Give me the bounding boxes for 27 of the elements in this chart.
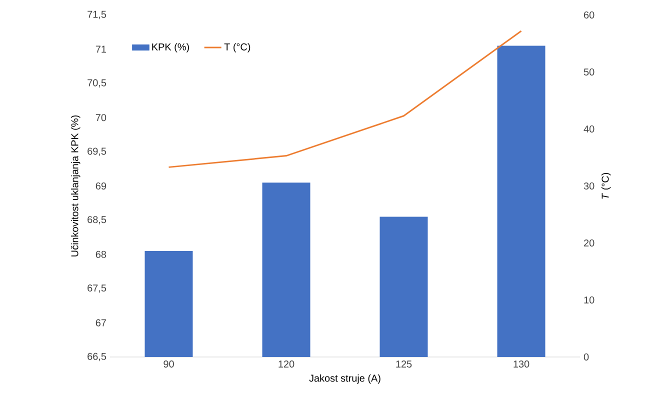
y-tick-label: 66,5 bbox=[88, 352, 106, 362]
y-tick-label: 68 bbox=[96, 250, 106, 258]
y2-tick-label: 50 bbox=[584, 68, 594, 76]
y-tick-label: 69,5 bbox=[88, 148, 106, 156]
y-tick-label: 67,5 bbox=[88, 284, 106, 293]
x-tick-label: 130 bbox=[514, 360, 530, 368]
y2-tick-label: 40 bbox=[584, 125, 594, 133]
y-tick-label: 68,5 bbox=[88, 216, 106, 224]
y-tick-label: 71,5 bbox=[88, 10, 106, 20]
x-tick-label: 125 bbox=[396, 360, 412, 368]
y-axis-title: Učinkovitost uklanjanja KPK (%) bbox=[70, 115, 80, 256]
y2-tick-label: 10 bbox=[584, 296, 594, 304]
y-tick-label: 70,5 bbox=[88, 79, 106, 88]
y2-tick-label: 60 bbox=[584, 11, 594, 19]
y-tick-label: 71 bbox=[96, 46, 106, 53]
legend-label: KPK (%) bbox=[152, 43, 189, 52]
y-tick-label: 70 bbox=[96, 114, 106, 122]
y2-axis-title: T (°C) bbox=[601, 172, 611, 199]
legend-label: T (°C) bbox=[224, 43, 250, 52]
x-tick-label: 120 bbox=[278, 360, 294, 368]
x-axis-title: Jakost struje (A) bbox=[309, 374, 380, 384]
y2-tick-label: 20 bbox=[584, 239, 594, 247]
x-tick-label: 90 bbox=[164, 360, 174, 368]
y-tick-label: 69 bbox=[96, 182, 106, 190]
y2-tick-label: 30 bbox=[584, 182, 594, 190]
y2-tick-label: 0 bbox=[584, 353, 589, 361]
y-tick-label: 67 bbox=[96, 319, 106, 326]
